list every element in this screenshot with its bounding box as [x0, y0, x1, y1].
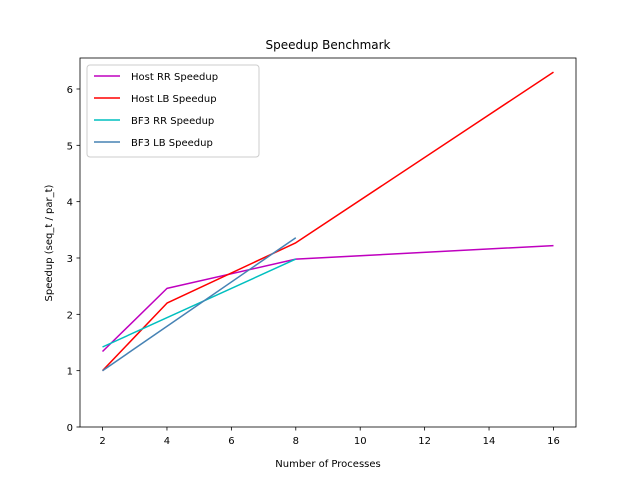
x-tick-label: 4	[164, 436, 170, 447]
y-tick-label: 0	[67, 423, 73, 434]
series-layer	[101, 71, 554, 372]
x-tick-label: 12	[418, 436, 431, 447]
legend-label: Host LB Speedup	[131, 94, 217, 105]
x-axis-title: Number of Processes	[275, 459, 380, 470]
x-tick-label: 8	[293, 436, 299, 447]
y-axis-ticks: 0 1 2 3 4 5 6	[67, 85, 80, 434]
legend-label: Host RR Speedup	[131, 72, 218, 83]
series-line-host-lb-speedup	[101, 71, 554, 372]
y-tick-label: 5	[67, 141, 73, 152]
x-tick-label: 2	[99, 436, 105, 447]
legend: Host RR Speedup Host LB Speedup BF3 RR Spe…	[86, 64, 260, 158]
legend-label: BF3 LB Speedup	[131, 138, 213, 149]
y-tick-label: 3	[67, 254, 73, 265]
x-axis-ticks: 2 4 6 8 10 12 14 16	[99, 427, 560, 447]
y-tick-label: 1	[67, 367, 73, 378]
series-line-bf3-lb-speedup	[102, 237, 297, 372]
x-tick-label: 6	[228, 436, 234, 447]
y-tick-label: 2	[67, 310, 73, 321]
axes-frame	[79, 57, 577, 428]
x-tick-label: 16	[547, 436, 560, 447]
y-tick-label: 4	[67, 198, 73, 209]
series-line-bf3-rr-speedup	[102, 258, 297, 348]
legend-box	[86, 64, 260, 158]
chart-title: Speedup Benchmark	[265, 38, 390, 52]
x-tick-label: 14	[483, 436, 496, 447]
legend-label: BF3 RR Speedup	[131, 116, 214, 127]
y-axis-title: Speedup (seq_t / par_t)	[44, 184, 55, 301]
x-tick-label: 10	[354, 436, 367, 447]
y-tick-label: 6	[67, 85, 73, 96]
